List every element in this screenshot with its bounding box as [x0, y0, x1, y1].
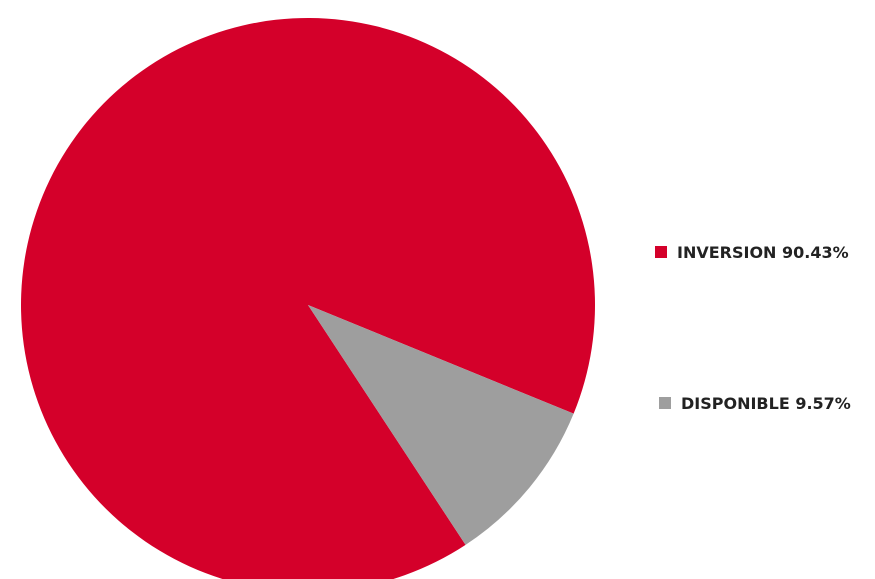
legend-item-disponible: DISPONIBLE 9.57% [659, 394, 851, 413]
legend-label-disponible: DISPONIBLE 9.57% [681, 394, 851, 413]
pie-slice-disponible [308, 305, 574, 545]
legend-item-inversion: INVERSION 90.43% [655, 243, 849, 262]
legend: INVERSION 90.43% DISPONIBLE 9.57% [655, 243, 851, 413]
legend-swatch-disponible [659, 397, 671, 409]
pie-slices [21, 18, 595, 579]
legend-label-inversion: INVERSION 90.43% [677, 243, 849, 262]
legend-swatch-inversion [655, 246, 667, 258]
pie-slice-inversion [21, 18, 595, 579]
